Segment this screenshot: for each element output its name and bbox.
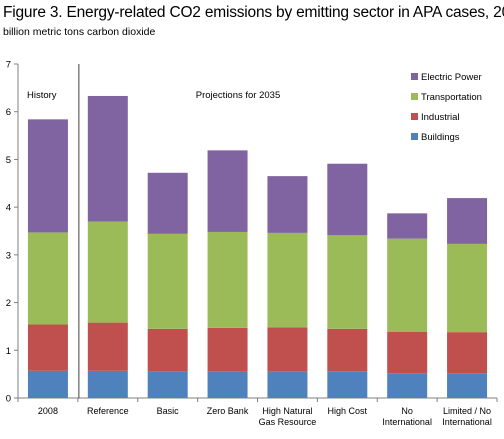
- legend-swatch: [411, 113, 418, 120]
- bar-transportation: [207, 231, 248, 328]
- y-tick-label: 4: [6, 203, 11, 214]
- bar-transportation: [387, 238, 428, 332]
- bar-buildings: [27, 370, 68, 398]
- y-tick-label: 0: [6, 394, 11, 405]
- x-tick-label: Reference: [87, 406, 129, 416]
- bar-industrial: [267, 327, 308, 372]
- x-tick-label: Zero Bank: [207, 406, 249, 416]
- bar-industrial: [87, 322, 128, 371]
- y-tick-label: 1: [6, 346, 11, 357]
- projections-annotation: Projections for 2035: [196, 90, 281, 101]
- y-axis-label: billion metric tons carbon dioxide: [3, 26, 156, 38]
- y-tick-label: 3: [6, 250, 11, 261]
- y-tick-label: 2: [6, 298, 11, 309]
- bar-buildings: [87, 370, 128, 398]
- chart-title: Figure 3. Energy-related CO2 emissions b…: [3, 4, 504, 21]
- bar-electric-power: [207, 150, 248, 232]
- bar-transportation: [147, 233, 188, 329]
- bar-buildings: [207, 371, 248, 398]
- bar-buildings: [267, 371, 308, 398]
- bar-buildings: [147, 371, 188, 398]
- bar-industrial: [207, 327, 248, 372]
- bar-electric-power: [267, 176, 308, 233]
- legend-swatch: [411, 93, 418, 100]
- bar-buildings: [447, 373, 488, 398]
- x-tick-label: International: [382, 417, 432, 427]
- y-tick-label: 6: [6, 107, 11, 118]
- legend-label: Industrial: [421, 112, 460, 123]
- x-tick-label: Limited / No: [443, 406, 491, 416]
- x-tick-label: Gas Resource: [259, 417, 317, 427]
- bar-industrial: [387, 331, 428, 374]
- bar-industrial: [147, 328, 188, 372]
- bar-electric-power: [87, 95, 128, 222]
- bar-transportation: [27, 232, 68, 325]
- legend-swatch: [411, 73, 418, 80]
- bar-industrial: [327, 328, 368, 372]
- bar-transportation: [267, 232, 308, 328]
- legend-label: Electric Power: [421, 72, 482, 83]
- x-tick-label: High Cost: [328, 406, 368, 416]
- bar-transportation: [87, 221, 128, 323]
- history-annotation: History: [27, 90, 57, 101]
- y-tick-label: 5: [6, 155, 11, 166]
- legend-label: Transportation: [421, 92, 482, 103]
- bar-industrial: [27, 324, 68, 371]
- y-tick-label: 7: [6, 60, 11, 71]
- bar-electric-power: [27, 119, 68, 233]
- legend-swatch: [411, 133, 418, 140]
- bar-electric-power: [147, 172, 188, 234]
- bar-transportation: [447, 243, 488, 333]
- x-tick-label: International: [442, 417, 492, 427]
- x-tick-label: Basic: [157, 406, 180, 416]
- bar-buildings: [387, 373, 428, 398]
- bar-electric-power: [327, 163, 368, 236]
- x-tick-label: 2008: [38, 406, 58, 416]
- bar-electric-power: [447, 198, 488, 244]
- x-tick-label: No: [401, 406, 413, 416]
- x-tick-label: High Natural: [262, 406, 312, 416]
- bar-buildings: [327, 371, 368, 398]
- bar-electric-power: [387, 213, 428, 239]
- bar-transportation: [327, 235, 368, 329]
- bar-industrial: [447, 332, 488, 374]
- legend-label: Buildings: [421, 132, 460, 143]
